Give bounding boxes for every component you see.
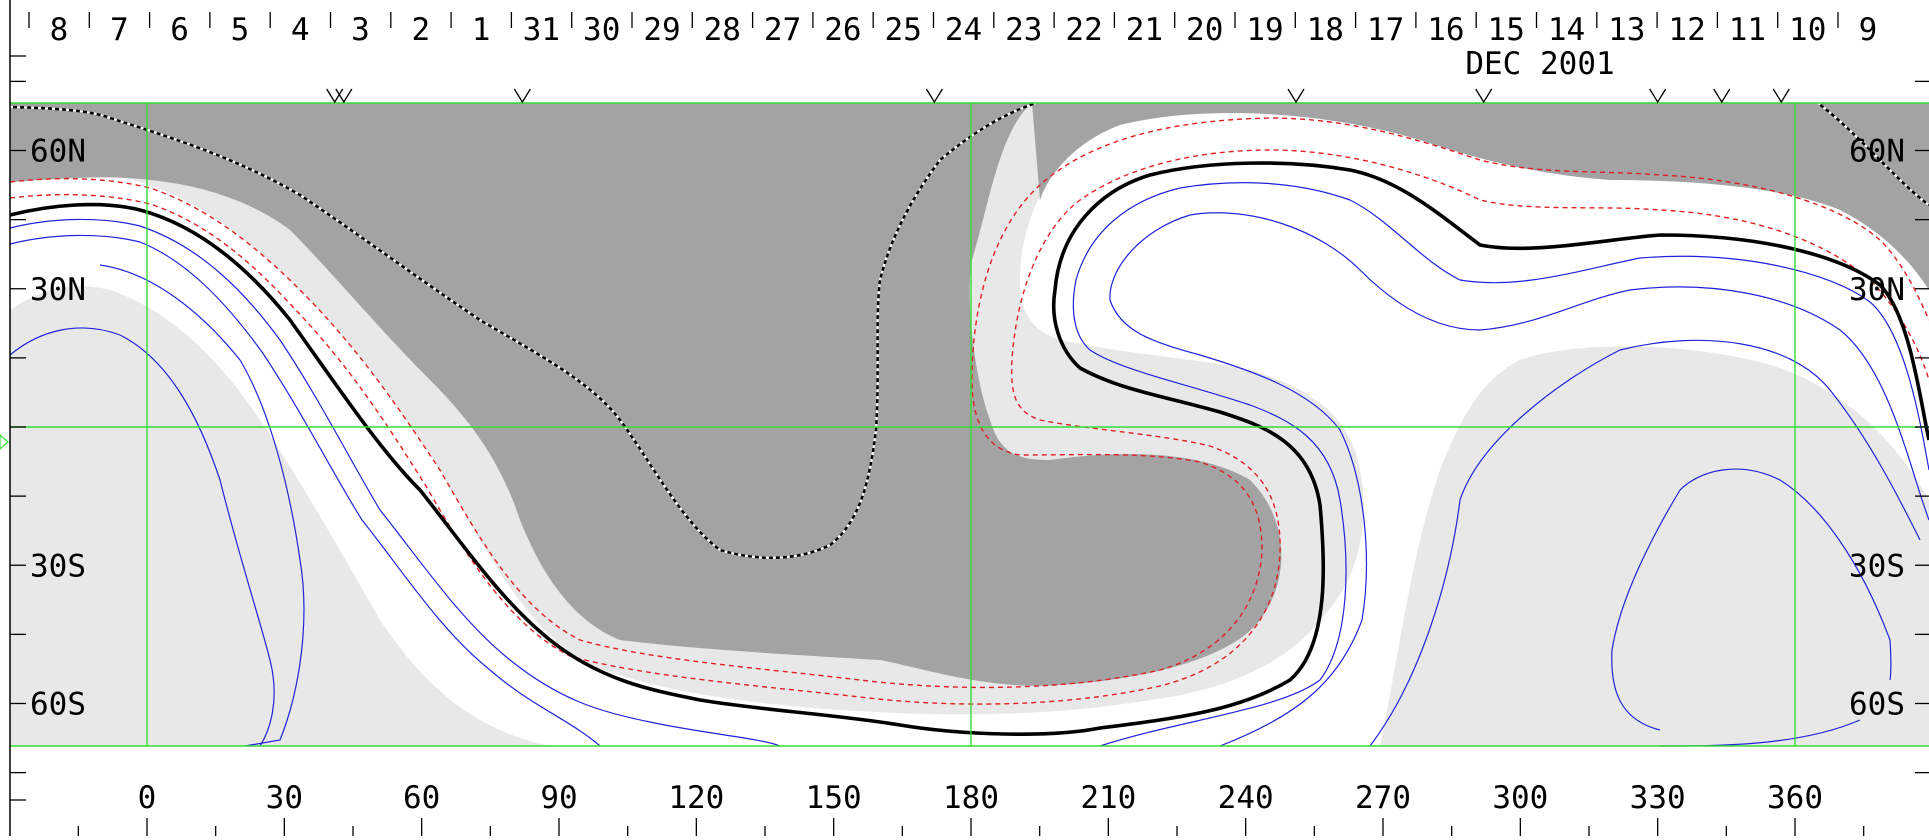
date-label: 11 [1729,12,1766,48]
blue-contour-3 [99,264,305,747]
dark-shaded-region-ne [1032,103,1929,290]
lon-label: 60 [403,780,440,816]
date-label: 23 [1005,12,1042,48]
event-markers [326,88,1790,104]
blue-contour-2 [9,234,601,747]
date-label: 13 [1608,12,1645,48]
date-label: 9 [1859,12,1878,48]
date-label: 7 [110,12,129,48]
lon-label: 0 [138,780,157,816]
date-label: 28 [704,12,741,48]
lon-label: 300 [1492,780,1548,816]
date-axis: 8 7 6 5 4 3 2 1 31 30 29 28 27 26 25 24 23 22 21 20 19 18 17 16… [28,12,1878,48]
date-label: 20 [1186,12,1223,48]
blue-contour-4 [9,327,275,747]
event-marker [1713,88,1731,104]
date-label: 24 [945,12,982,48]
lat-label-left: 60S [30,687,86,723]
date-label: 25 [885,12,922,48]
date-label: 8 [50,12,69,48]
event-marker [1475,88,1493,104]
blue-contour-7 [1369,339,1921,747]
left-edge-arrow-marker [0,434,9,450]
lon-label: 120 [668,780,724,816]
blue-contour-8 [1611,468,1892,731]
date-label: 5 [231,12,250,48]
blue-contour-5 [1072,182,1929,747]
date-label: 2 [411,12,430,48]
lon-label: 150 [806,780,862,816]
event-marker [326,88,344,104]
longitude-axis: 0 30 60 90 120 150 180 210 240 270 300 330 360 [77,780,1865,836]
date-label: 22 [1065,12,1102,48]
date-label: 14 [1548,12,1585,48]
lon-label: 360 [1767,780,1823,816]
date-label: 30 [583,12,620,48]
white-band-region [10,113,1929,746]
lon-label: 30 [266,780,303,816]
lon-label: 330 [1630,780,1686,816]
lat-label-right: 60N [1849,134,1905,170]
lat-label-right: 30N [1849,272,1905,308]
black-white-dashed-contour-overlay [9,101,1037,559]
event-marker [513,88,531,104]
date-label: 12 [1668,12,1705,48]
blue-contour-6 [1109,212,1929,747]
lon-label: 90 [540,780,577,816]
date-label: 10 [1789,12,1826,48]
date-label: 4 [291,12,310,48]
event-marker [925,88,943,104]
event-marker [1287,88,1305,104]
dark-shaded-region [10,103,1282,686]
black-bold-contour [9,161,1929,736]
date-label: 21 [1126,12,1163,48]
date-label: 1 [472,12,491,48]
date-label: 3 [351,12,370,48]
black-white-dashed-contour-ne-overlay [1817,102,1929,206]
contour-lines [9,101,1929,747]
lat-label-right: 60S [1849,687,1905,723]
event-marker [335,88,353,104]
lat-label-left: 30N [30,272,86,308]
date-label: 26 [824,12,861,48]
lon-label: 240 [1218,780,1274,816]
date-label: 18 [1307,12,1344,48]
lat-label-right: 30S [1849,548,1905,584]
lat-label-left: 60N [30,134,86,170]
date-label: 16 [1427,12,1464,48]
date-label: 31 [523,12,560,48]
date-label: 15 [1488,12,1525,48]
lon-label: 270 [1355,780,1411,816]
date-label: 29 [643,12,680,48]
date-label: 27 [764,12,801,48]
lat-label-left: 30S [30,548,86,584]
lon-label: 210 [1080,780,1136,816]
reference-lines [10,102,1929,747]
event-marker [1772,88,1790,104]
shading-layer [10,103,1929,746]
month-label: DEC 2001 [1465,46,1614,82]
red-dashed-contour-inner [9,149,1929,705]
event-marker [1649,88,1667,104]
date-label: 17 [1367,12,1404,48]
red-dashed-contour [9,117,1929,689]
date-label: 6 [170,12,189,48]
latitude-axis: 60N 60N 30N 30N 30S 30S 60S 60S [10,55,1929,801]
lon-label: 180 [943,780,999,816]
date-label: 19 [1246,12,1283,48]
